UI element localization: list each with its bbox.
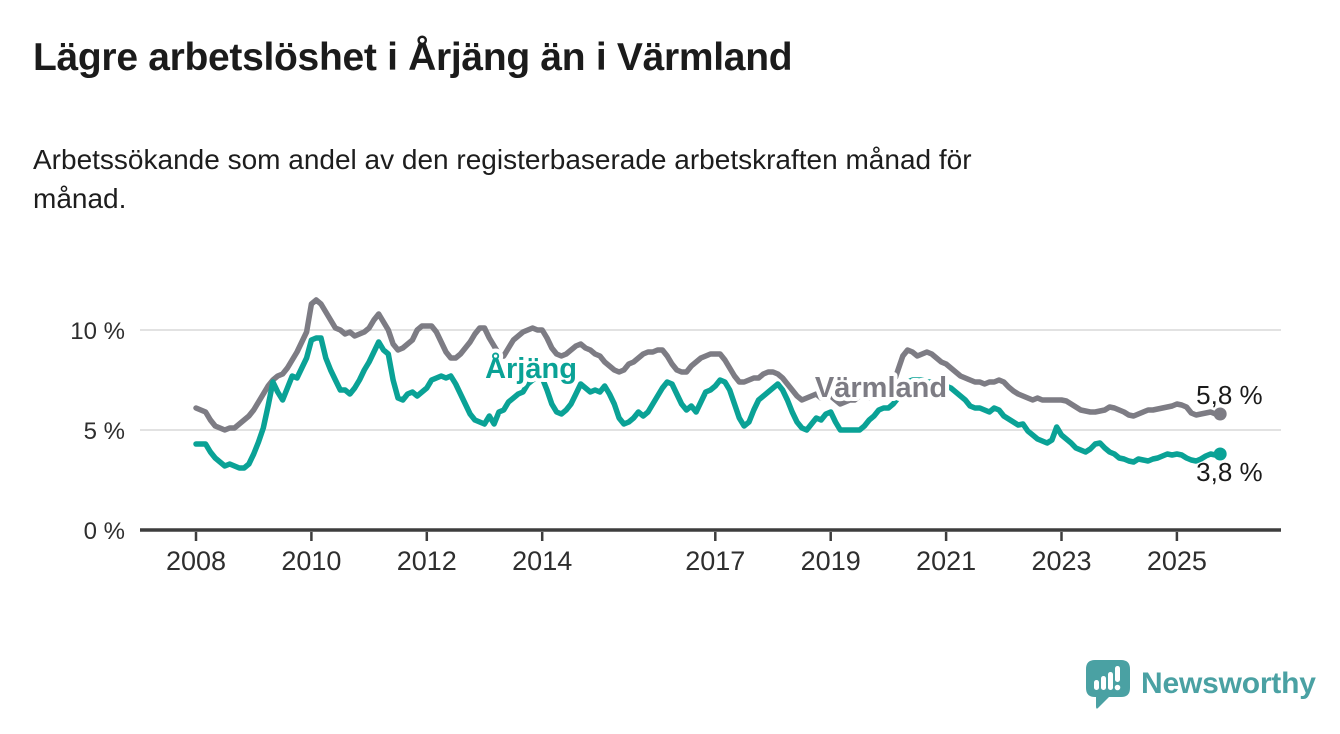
x-tick-label-2012: 2012	[397, 546, 457, 576]
chart-subtitle: Arbetssökande som andel av den registerb…	[33, 140, 972, 218]
chart-subtitle-line-2: månad.	[33, 183, 127, 214]
arjang-series-label: Årjäng	[485, 352, 577, 385]
arjang-line	[193, 335, 1223, 471]
unemployment-line-chart: 2008 2010 2012 2014 2017 2019 2021 2023 2025 10 %…	[70, 297, 1281, 576]
varmland-line	[193, 297, 1223, 433]
x-tick-label-2023: 2023	[1031, 546, 1091, 576]
x-tick-label-2010: 2010	[281, 546, 341, 576]
x-tick-label-2021: 2021	[916, 546, 976, 576]
varmland-series-label: Värmland	[815, 372, 947, 404]
x-tick-label-2008: 2008	[166, 546, 226, 576]
y-tick-label-5: 5 %	[84, 418, 125, 445]
newsworthy-logo-icon	[1086, 660, 1130, 709]
chart-title: Lägre arbetslöshet i Årjäng än i Värmlan…	[33, 36, 793, 79]
x-tick-label-2014: 2014	[512, 546, 572, 576]
newsworthy-branding: Newsworthy	[1085, 659, 1316, 709]
x-tick-label-2025: 2025	[1147, 546, 1207, 576]
y-tick-label-10: 10 %	[70, 318, 125, 345]
varmland-end-value-label: 5,8 %	[1196, 380, 1263, 410]
y-tick-label-0: 0 %	[84, 518, 125, 545]
arjang-end-value-label: 3,8 %	[1196, 457, 1263, 487]
varmland-end-dot	[1213, 407, 1227, 421]
x-tick-label-2019: 2019	[801, 546, 861, 576]
chart-subtitle-line-1: Arbetssökande som andel av den registerb…	[33, 144, 972, 175]
bar-chart-glyph	[1094, 666, 1121, 691]
x-tick-label-2017: 2017	[685, 546, 745, 576]
newsworthy-wordmark: Newsworthy	[1141, 667, 1316, 700]
line-chart-area: 2008 2010 2012 2014 2017 2019 2021 2023 2025 10 %…	[0, 270, 1340, 600]
arjang-end-dot	[1213, 447, 1227, 461]
